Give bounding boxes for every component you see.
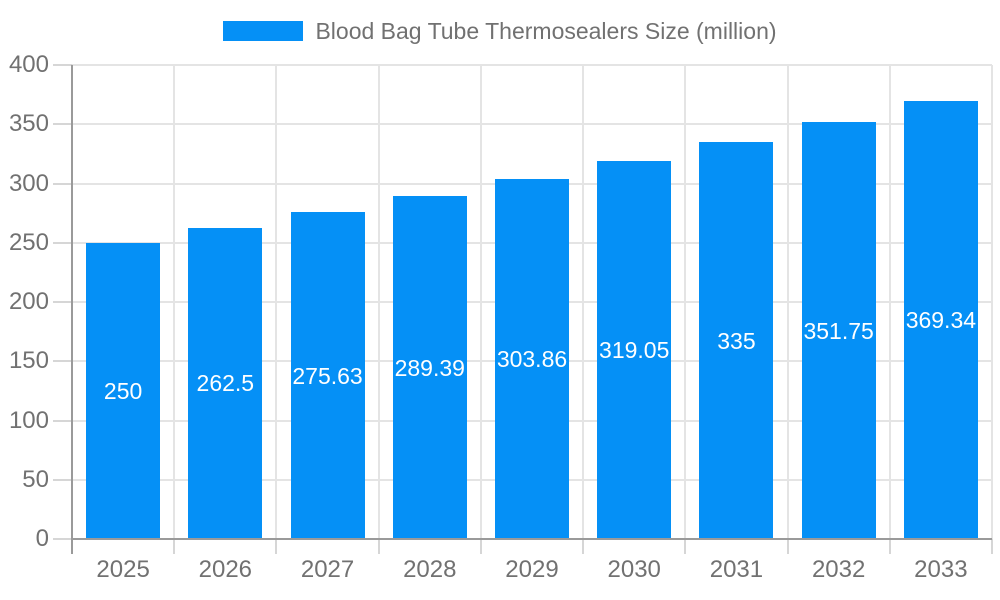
gridline-v [786, 65, 789, 539]
y-tick [53, 538, 72, 540]
legend-swatch [223, 21, 304, 41]
y-axis-label: 350 [8, 110, 49, 138]
chart-legend[interactable]: Blood Bag Tube Thermosealers Size (milli… [0, 17, 1000, 45]
x-axis-label: 2033 [914, 556, 968, 583]
y-axis-label: 150 [8, 347, 49, 375]
x-axis-label: 2030 [607, 556, 661, 583]
bar-2031[interactable] [699, 142, 774, 539]
bar-2028[interactable] [392, 196, 467, 539]
gridline-v [684, 65, 687, 539]
x-tick [173, 539, 176, 554]
bar-2032[interactable] [801, 122, 876, 539]
gridline-v [173, 65, 176, 539]
y-tick [53, 419, 72, 422]
bar-value-label: 335 [717, 327, 756, 354]
bar-value-label: 262.5 [196, 370, 255, 397]
y-tick [53, 241, 72, 244]
gridline-v [377, 65, 380, 539]
bar-value-label: 351.75 [803, 317, 874, 344]
x-tick [786, 539, 789, 554]
y-axis-label: 250 [8, 228, 49, 256]
bar-2027[interactable] [290, 212, 365, 539]
legend-label: Blood Bag Tube Thermosealers Size (milli… [315, 18, 777, 44]
bar-value-label: 303.86 [496, 345, 568, 372]
x-tick [479, 539, 482, 554]
x-tick [582, 539, 585, 554]
y-axis-label: 50 [22, 465, 49, 493]
x-tick [888, 539, 891, 554]
x-axis-label: 2026 [198, 556, 253, 583]
y-tick [53, 360, 72, 363]
y-tick [53, 182, 72, 185]
bar-2029[interactable] [495, 178, 569, 539]
x-axis-label: 2028 [403, 556, 457, 583]
gridline-v [888, 65, 891, 539]
gridline-v [582, 65, 585, 539]
bar-value-label: 319.05 [599, 336, 670, 363]
y-axis-label: 300 [8, 169, 49, 197]
y-tick [53, 478, 72, 481]
y-axis-line [71, 65, 73, 539]
bar-value-label: 250 [103, 377, 143, 404]
y-axis-label: 400 [8, 51, 49, 78]
y-axis-label: 200 [8, 288, 49, 315]
bar-2033[interactable] [903, 101, 978, 539]
y-tick [53, 123, 72, 126]
bar-2025[interactable] [86, 242, 161, 539]
gridline-v [991, 65, 993, 539]
x-axis-label: 2027 [300, 556, 355, 583]
x-tick [377, 539, 380, 554]
x-tick [71, 539, 73, 554]
x-axis-label: 2025 [96, 556, 150, 583]
bar-value-label: 369.34 [905, 307, 977, 334]
x-axis-label: 2029 [505, 556, 559, 583]
x-axis-label: 2032 [811, 556, 866, 583]
x-tick [991, 539, 993, 554]
x-axis-line [71, 538, 992, 540]
gridline-h [72, 64, 992, 66]
bar-value-label: 289.39 [394, 354, 465, 381]
x-tick [684, 539, 687, 554]
gridline-v [275, 65, 278, 539]
x-tick [275, 539, 278, 554]
y-tick [53, 64, 72, 66]
x-axis-label: 2031 [709, 556, 764, 583]
gridline-h [72, 123, 992, 126]
y-axis-label: 100 [8, 406, 49, 434]
bar-value-label: 275.63 [292, 362, 363, 389]
y-tick [53, 301, 72, 303]
gridline-v [479, 65, 482, 539]
bar-2030[interactable] [597, 160, 672, 539]
bar-2026[interactable] [188, 227, 263, 539]
y-axis-label: 0 [35, 525, 49, 552]
